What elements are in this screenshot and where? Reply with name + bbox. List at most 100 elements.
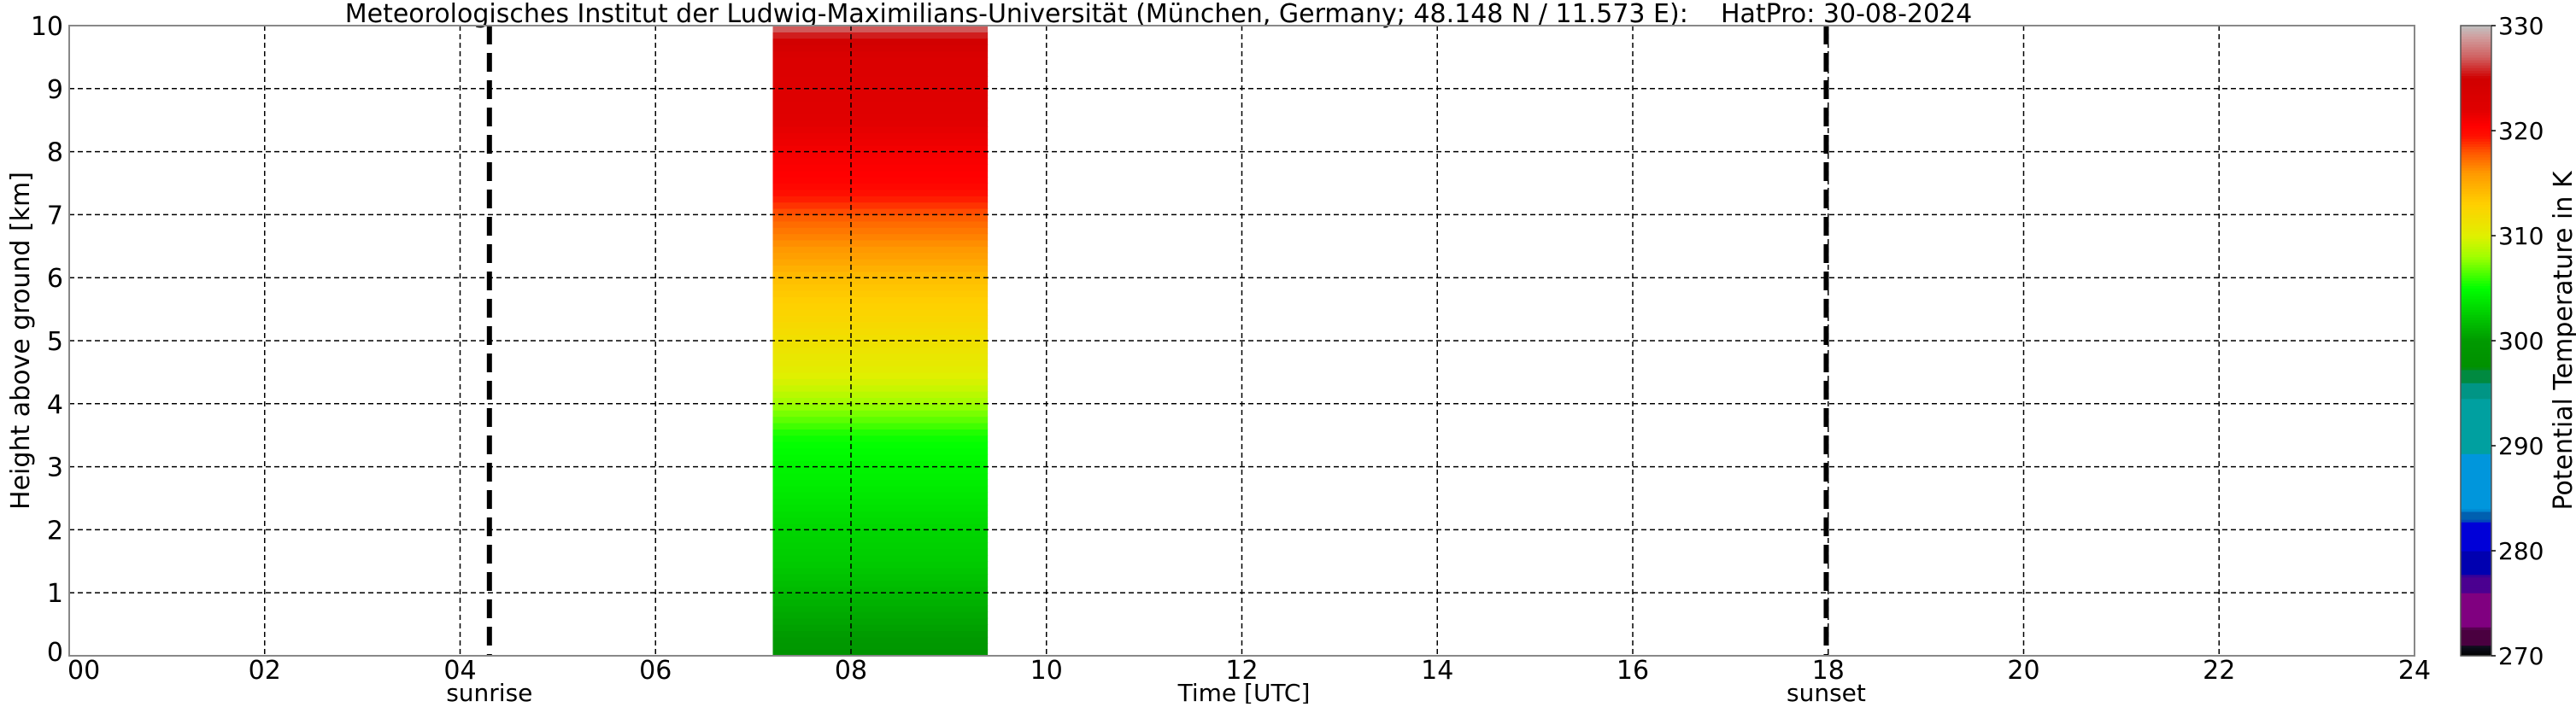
colorbar-segment: [2461, 264, 2491, 268]
colorbar-segment: [2461, 78, 2491, 82]
heatmap-cell: [772, 107, 989, 114]
colorbar-segment: [2461, 377, 2491, 381]
colorbar-segment: [2461, 198, 2491, 202]
colorbar-segment: [2461, 183, 2491, 187]
heatmap-cell: [772, 535, 989, 543]
colorbar-segment: [2461, 75, 2491, 79]
colorbar-segment: [2461, 31, 2491, 34]
heatmap-cell: [772, 479, 989, 487]
colorbar-segment: [2461, 332, 2491, 336]
colorbar-segment: [2461, 448, 2491, 452]
colorbar-segment: [2461, 49, 2491, 53]
colorbar-segment: [2461, 545, 2491, 549]
colorbar-segment: [2461, 383, 2491, 386]
colorbar: 270 280 290 300 310 320 330: [2460, 12, 2544, 670]
colorbar-segment: [2461, 469, 2491, 473]
colorbar-segment: [2461, 652, 2491, 657]
colorbar-segment: [2461, 67, 2491, 71]
colorbar-segment: [2461, 136, 2491, 139]
heatmap-cell: [772, 359, 989, 367]
colorbar-segment: [2461, 500, 2491, 505]
heatmap-cell: [772, 429, 989, 436]
colorbar-segment: [2461, 414, 2491, 418]
colorbar-segment: [2461, 202, 2491, 205]
colorbar-segment: [2461, 408, 2491, 412]
colorbar-segment: [2461, 637, 2491, 641]
colorbar-segment: [2461, 540, 2491, 544]
y-tick-label: 6: [47, 264, 63, 294]
colorbar-segment: [2461, 314, 2491, 318]
heatmap-cell: [772, 265, 989, 272]
colorbar-segment: [2461, 149, 2491, 153]
colorbar-segment: [2461, 417, 2491, 420]
colorbar-segment: [2461, 647, 2491, 651]
colorbar-segment: [2461, 634, 2491, 639]
heatmap-cell: [772, 202, 989, 209]
colorbar-segment: [2461, 293, 2491, 297]
colorbar-segment: [2461, 476, 2491, 481]
heatmap-cell: [772, 580, 989, 587]
heatmap-cell: [772, 132, 989, 140]
colorbar-segment: [2461, 642, 2491, 646]
chart-title: Meteorologisches Institut der Ludwig-Max…: [345, 0, 1973, 29]
colorbar-segment: [2461, 456, 2491, 459]
heatmap-cell: [772, 32, 989, 39]
colorbar-segment: [2461, 474, 2491, 478]
colorbar-segment: [2461, 259, 2491, 263]
colorbar-segment: [2461, 122, 2491, 126]
heatmap-cell: [772, 422, 989, 429]
colorbar-segment: [2461, 146, 2491, 150]
colorbar-segment: [2461, 361, 2491, 365]
colorbar-segment: [2461, 576, 2491, 581]
colorbar-segment: [2461, 278, 2491, 281]
heatmap-cell: [772, 101, 989, 108]
colorbar-segment: [2461, 280, 2491, 283]
colorbar-segment: [2461, 330, 2491, 334]
colorbar-segment: [2461, 243, 2491, 247]
heatmap-cell: [772, 157, 989, 165]
sunrise-label: sunrise: [446, 679, 532, 704]
heatmap-cell: [772, 252, 989, 260]
colorbar-tick-label: 300: [2498, 327, 2544, 355]
y-tick-label: 8: [47, 138, 63, 168]
heatmap-cell: [772, 328, 989, 336]
colorbar-segment: [2461, 93, 2491, 97]
colorbar-segment: [2461, 85, 2491, 90]
colorbar-segment: [2461, 178, 2491, 182]
heatmap-cell: [772, 371, 989, 379]
heatmap-cell: [772, 447, 989, 455]
heatmap-cell: [772, 347, 989, 354]
colorbar-segment: [2461, 261, 2491, 266]
heatmap-cell: [772, 636, 989, 644]
heatmap-cell: [772, 208, 989, 215]
colorbar-segment: [2461, 524, 2491, 528]
colorbar-segment: [2461, 91, 2491, 95]
colorbar-segment: [2461, 196, 2491, 200]
y-tick-label: 7: [47, 201, 63, 231]
colorbar-segment: [2461, 65, 2491, 68]
heatmap-cell: [772, 214, 989, 222]
colorbar-segment: [2461, 529, 2491, 534]
heatmap-cell: [772, 529, 989, 537]
colorbar-segment: [2461, 254, 2491, 258]
heatmap-cell: [772, 548, 989, 556]
x-tick-label: 20: [2007, 656, 2039, 686]
colorbar-segment: [2461, 390, 2491, 394]
colorbar-segment: [2461, 33, 2491, 37]
colorbar-segment: [2461, 493, 2491, 497]
colorbar-segment: [2461, 590, 2491, 593]
colorbar-segment: [2461, 556, 2491, 559]
colorbar-segment: [2461, 44, 2491, 48]
heatmap-cell: [772, 435, 989, 442]
colorbar-segment: [2461, 406, 2491, 410]
colorbar-segment: [2461, 251, 2491, 255]
colorbar-segment: [2461, 380, 2491, 383]
colorbar-segment: [2461, 230, 2491, 234]
colorbar-segment: [2461, 159, 2491, 163]
colorbar-segment: [2461, 112, 2491, 116]
colorbar-segment: [2461, 371, 2491, 376]
colorbar-segment: [2461, 317, 2491, 320]
colorbar-segment: [2461, 348, 2491, 352]
colorbar-segment: [2461, 114, 2491, 119]
colorbar-segment: [2461, 322, 2491, 326]
